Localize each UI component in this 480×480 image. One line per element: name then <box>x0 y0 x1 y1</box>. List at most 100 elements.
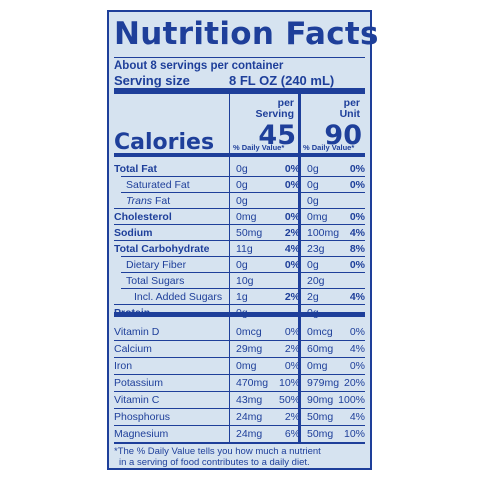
amount-value: 11g <box>236 243 253 255</box>
daily-value-percent: 0% <box>349 179 365 191</box>
row-divider <box>114 304 365 305</box>
nutrient-row: Total Sugars 10g 20g <box>114 273 365 289</box>
thick-rule-top <box>114 88 365 94</box>
daily-value-percent: 0% <box>284 360 300 372</box>
unit-column-header: per Unit <box>339 97 360 120</box>
nutrient-row: Dietary Fiber 0g 0% 0g 0% <box>114 257 365 273</box>
daily-value-percent: 0% <box>349 326 365 338</box>
nutrient-name: Saturated Fat <box>126 179 190 191</box>
footnote-rule <box>114 442 365 444</box>
daily-value-percent: 4% <box>349 343 365 355</box>
nutrient-name: Iron <box>114 360 133 372</box>
nutrient-name: Total Sugars <box>126 275 185 287</box>
vitamin-row: Magnesium 24mg 6% 50mg 10% <box>114 426 365 442</box>
daily-value-percent: 0% <box>349 259 365 271</box>
vitamin-row: Potassium 470mg 10% 979mg 20% <box>114 375 365 391</box>
amount-value: 0g <box>307 179 319 191</box>
row-divider <box>114 240 365 241</box>
amount-value: 24mg <box>236 411 263 423</box>
amount-value: 23g <box>307 243 325 255</box>
daily-value-percent: 2% <box>284 291 300 303</box>
daily-value-percent: 8% <box>349 243 365 255</box>
amount-value: 0g <box>236 179 248 191</box>
nutrient-name: Vitamin D <box>114 326 160 338</box>
daily-value-percent: 100% <box>338 394 365 406</box>
column-divider-middle <box>298 94 301 442</box>
daily-value-percent: 4% <box>349 227 365 239</box>
row-divider <box>114 391 365 392</box>
row-divider <box>114 425 365 426</box>
amount-value: 2g <box>307 291 319 303</box>
amount-value: 470mg <box>236 377 269 389</box>
daily-value-percent: 50% <box>278 394 300 406</box>
nutrient-name: Magnesium <box>114 428 169 440</box>
amount-value: 0mg <box>307 360 328 372</box>
daily-value-percent: 0% <box>284 326 300 338</box>
row-divider <box>114 408 365 409</box>
row-divider <box>121 272 365 273</box>
amount-value: 0mcg <box>307 326 333 338</box>
amount-value: 100mg <box>307 227 340 239</box>
amount-value: 90mg <box>307 394 334 406</box>
vitamin-row: Calcium 29mg 2% 60mg 4% <box>114 341 365 357</box>
row-divider <box>121 192 365 193</box>
row-divider <box>114 374 365 375</box>
daily-value-percent: 10% <box>343 428 365 440</box>
daily-value-percent: 20% <box>343 377 365 389</box>
amount-value: 0g <box>236 259 248 271</box>
amount-value: 50mg <box>236 227 263 239</box>
amount-value: 24mg <box>236 428 263 440</box>
amount-value: 10g <box>236 275 254 287</box>
daily-value-percent: 6% <box>284 428 300 440</box>
nutrition-facts-panel: Nutrition Facts About 8 servings per con… <box>107 10 379 470</box>
amount-value: 979mg <box>307 377 340 389</box>
nutrient-row: Total Carbohydrate 11g 4% 23g 8% <box>114 241 365 257</box>
row-divider <box>114 224 365 225</box>
servings-per-container: About 8 servings per container <box>114 60 284 72</box>
daily-value-percent: 10% <box>278 377 300 389</box>
amount-value: 43mg <box>236 394 263 406</box>
daily-value-percent: 0% <box>349 360 365 372</box>
nutrient-row: Trans Fat 0g 0g <box>114 193 365 209</box>
thick-rule-calories <box>114 153 365 157</box>
daily-value-percent: 4% <box>349 411 365 423</box>
amount-value: 0g <box>307 163 319 175</box>
daily-value-percent: 2% <box>284 227 300 239</box>
row-divider <box>114 208 365 209</box>
row-divider <box>114 340 365 341</box>
label-title: Nutrition Facts <box>114 16 379 52</box>
daily-value-percent: 2% <box>284 343 300 355</box>
amount-value: 29mg <box>236 343 263 355</box>
amount-value: 0mg <box>307 211 328 223</box>
calories-label: Calories <box>114 130 215 155</box>
vitamin-row: Vitamin D 0mcg 0% 0mcg 0% <box>114 324 365 340</box>
nutrient-name: Phosphorus <box>114 411 171 423</box>
daily-value-percent: 0% <box>284 163 300 175</box>
vitamin-row: Iron 0mg 0% 0mg 0% <box>114 358 365 374</box>
amount-value: 0g <box>236 195 248 207</box>
vitamin-row: Vitamin C 43mg 50% 90mg 100% <box>114 392 365 408</box>
nutrient-name: Total Carbohydrate <box>114 243 210 255</box>
serving-size-label: Serving size <box>114 73 190 88</box>
calories-per-unit: 90 <box>324 120 362 151</box>
column-divider-left <box>229 94 230 442</box>
nutrient-row: Cholesterol 0mg 0% 0mg 0% <box>114 209 365 225</box>
serving-column-header: per Serving <box>255 97 294 120</box>
amount-value: 1g <box>236 291 248 303</box>
nutrient-row: Total Fat 0g 0% 0g 0% <box>114 161 365 177</box>
daily-value-percent: 0% <box>284 179 300 191</box>
footnote: *The % Daily Value tells you how much a … <box>114 446 321 468</box>
amount-value: 0mg <box>236 360 257 372</box>
amount-value: 0g <box>307 259 319 271</box>
nutrient-name: Total Fat <box>114 163 157 175</box>
nutrient-row: Saturated Fat 0g 0% 0g 0% <box>114 177 365 193</box>
nutrient-name: Trans Fat <box>126 195 171 207</box>
nutrient-name: Dietary Fiber <box>126 259 187 271</box>
nutrient-name: Potassium <box>114 377 164 389</box>
calories-per-serving: 45 <box>258 120 296 151</box>
nutrient-name: Vitamin C <box>114 394 160 406</box>
dv-header-serving: % Daily Value* <box>233 143 285 152</box>
dv-header-unit: % Daily Value* <box>303 143 355 152</box>
row-divider <box>121 256 365 257</box>
amount-value: 20g <box>307 275 325 287</box>
